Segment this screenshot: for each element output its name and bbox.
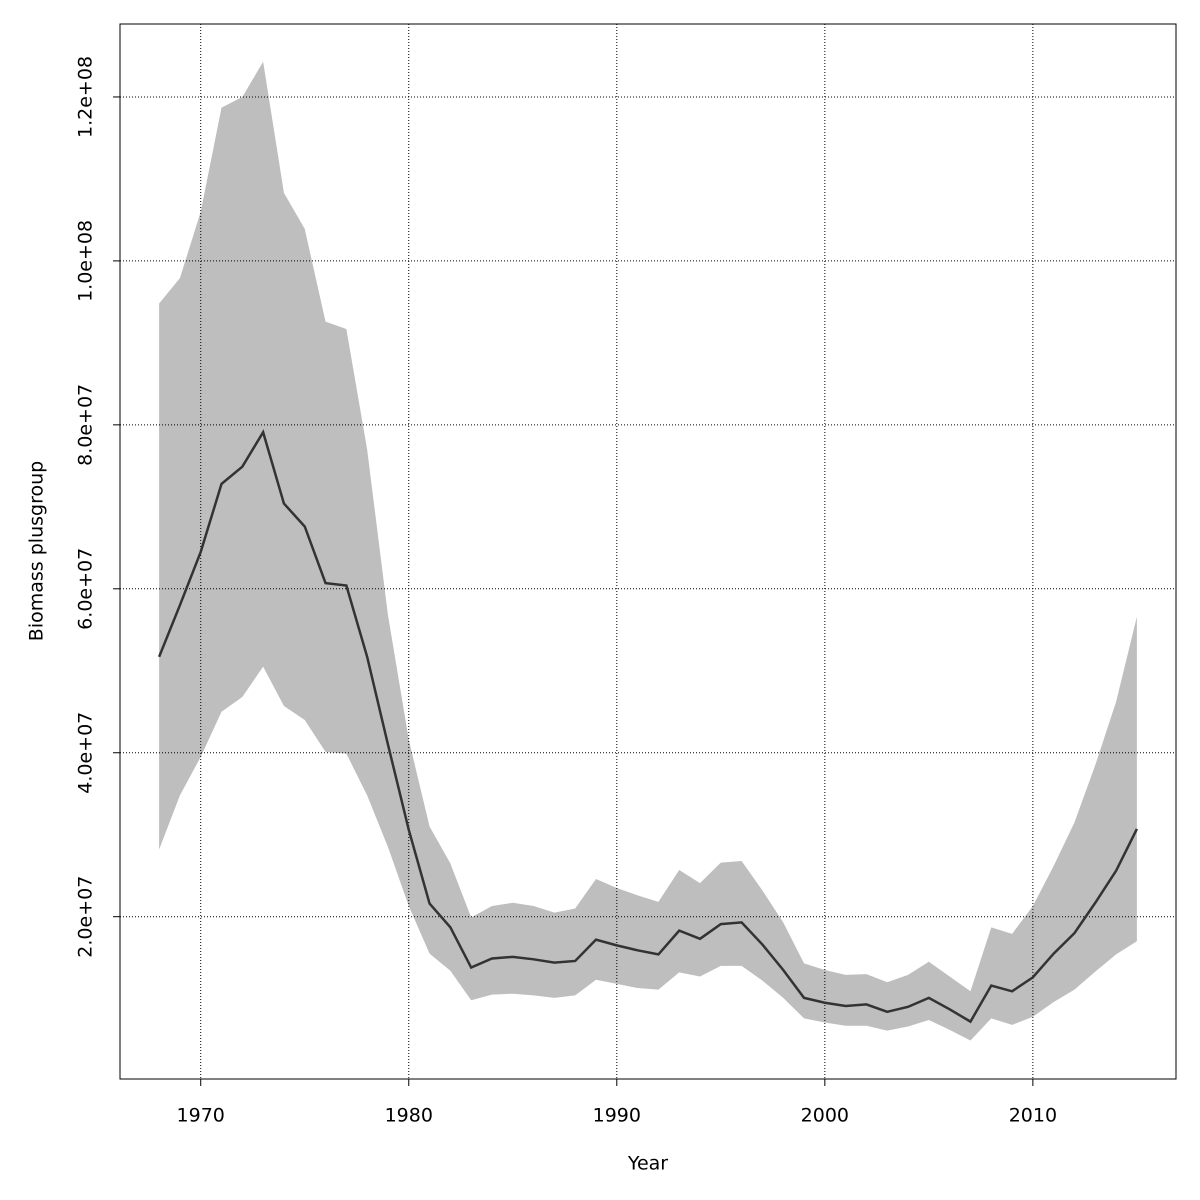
x-tick-label: 2000: [801, 1105, 849, 1127]
x-tick-label: 2010: [1009, 1105, 1057, 1127]
confidence-band: [159, 61, 1137, 1041]
y-axis-title: Biomass plusgroup: [26, 461, 48, 641]
y-tick-label: 8.0e+07: [75, 384, 97, 466]
x-axis-title: Year: [627, 1153, 668, 1175]
y-tick-label: 4.0e+07: [75, 712, 97, 794]
line-series: [157, 429, 1139, 1024]
y-tick-label: 1.0e+08: [75, 220, 97, 302]
y-tick-label: 2.0e+07: [75, 876, 97, 958]
x-tick-label: 1970: [177, 1105, 225, 1127]
y-tick-label: 6.0e+07: [75, 548, 97, 630]
x-tick-label: 1990: [593, 1105, 641, 1127]
plot-frame: [119, 23, 1177, 1080]
y-tick-label: 1.2e+08: [75, 56, 97, 138]
x-tick-label: 1980: [385, 1105, 433, 1127]
